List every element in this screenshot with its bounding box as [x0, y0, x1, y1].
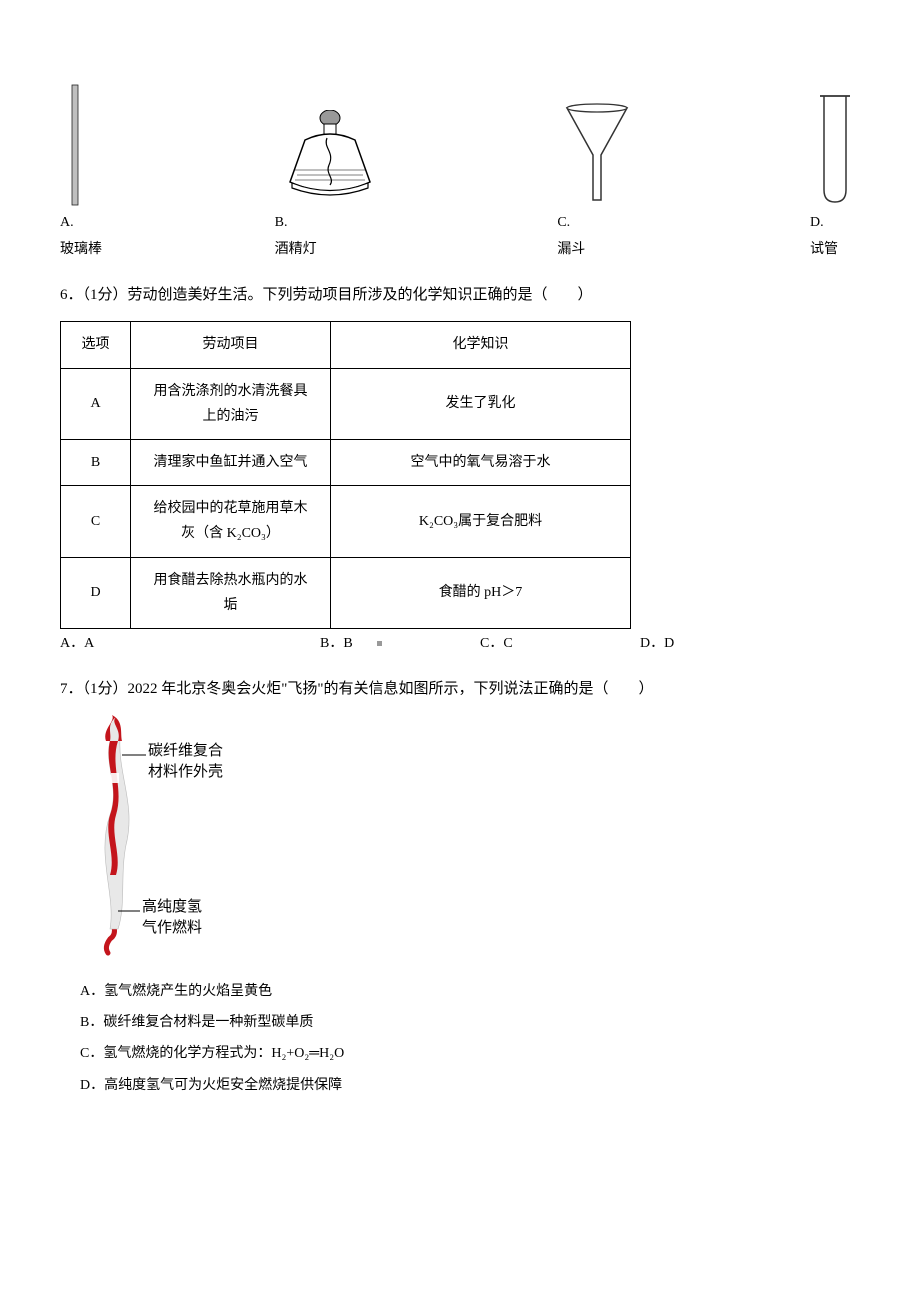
- glass-rod-icon: [60, 80, 90, 210]
- q6-r3-know: 食醋的 pH＞7: [331, 557, 631, 628]
- q7-opt-a: A．氢气燃烧产生的火焰呈黄色: [80, 979, 860, 1004]
- table-row: C 给校园中的花草施用草木灰（含 K₂CO₃） K₂CO₃属于复合肥料: [61, 486, 631, 557]
- q7-options: A．氢气燃烧产生的火焰呈黄色 B．碳纤维复合材料是一种新型碳单质 C．氢气燃烧的…: [60, 979, 860, 1098]
- q6-header-proj: 劳动项目: [131, 322, 331, 368]
- page-dot-icon: [377, 641, 382, 646]
- q6-answer-c: C．C: [480, 631, 640, 656]
- q7-stem: 7．（1分）2022 年北京冬奥会火炬"飞扬"的有关信息如图所示，下列说法正确的…: [60, 676, 860, 703]
- table-row: A 用含洗涤剂的水清洗餐具上的油污 发生了乳化: [61, 368, 631, 439]
- instrument-a: A. 玻璃棒: [60, 80, 102, 262]
- instrument-a-name: 玻璃棒: [60, 237, 102, 262]
- q6-r1-proj: 清理家中鱼缸并通入空气: [131, 439, 331, 485]
- alcohol-lamp-icon: [275, 110, 385, 210]
- q6-r0-proj: 用含洗涤剂的水清洗餐具上的油污: [131, 368, 331, 439]
- table-row: D 用食醋去除热水瓶内的水垢 食醋的 pH＞7: [61, 557, 631, 628]
- q6-table: 选项 劳动项目 化学知识 A 用含洗涤剂的水清洗餐具上的油污 发生了乳化 B 清…: [60, 321, 631, 629]
- q6-answer-a: A．A: [60, 631, 320, 656]
- instrument-c-name: 漏斗: [557, 237, 585, 262]
- q6-stem: 6．（1分）劳动创造美好生活。下列劳动项目所涉及的化学知识正确的是（ ）: [60, 282, 860, 309]
- torch-figure: 碳纤维复合 材料作外壳 高纯度氢 气作燃料: [60, 715, 260, 965]
- torch-annot-fuel-l2: 气作燃料: [142, 918, 202, 939]
- q6-r3-opt: D: [61, 557, 131, 628]
- instrument-b: B. 酒精灯: [275, 110, 385, 262]
- q6-r1-know: 空气中的氧气易溶于水: [331, 439, 631, 485]
- torch-annot-shell-l1: 碳纤维复合: [148, 741, 223, 762]
- torch-annot-shell: 碳纤维复合 材料作外壳: [148, 741, 223, 783]
- instrument-d-letter: D.: [810, 210, 824, 235]
- q6-answer-b: B．B: [320, 631, 480, 656]
- instrument-row: A. 玻璃棒 B. 酒精灯 C. 漏斗: [60, 80, 860, 262]
- q6-r2-know: K₂CO₃属于复合肥料: [331, 486, 631, 557]
- q6-answer-d: D．D: [640, 631, 740, 656]
- instrument-d-label: D.: [810, 210, 824, 235]
- q6-header-know: 化学知识: [331, 322, 631, 368]
- q6-r2-proj: 给校园中的花草施用草木灰（含 K₂CO₃）: [131, 486, 331, 557]
- instrument-a-label: A.: [60, 210, 74, 235]
- test-tube-icon: [810, 90, 860, 210]
- instrument-d-name: 试管: [810, 237, 838, 262]
- instrument-c: C. 漏斗: [557, 100, 637, 262]
- instrument-c-label: C.: [557, 210, 570, 235]
- torch-annot-shell-l2: 材料作外壳: [148, 762, 223, 783]
- table-row: B 清理家中鱼缸并通入空气 空气中的氧气易溶于水: [61, 439, 631, 485]
- instrument-b-name: 酒精灯: [275, 237, 317, 262]
- instrument-d: D. 试管: [810, 90, 860, 262]
- torch-annot-fuel: 高纯度氢 气作燃料: [142, 897, 202, 939]
- q7-opt-c: C．氢气燃烧的化学方程式为：H₂+O₂═H₂O: [80, 1041, 860, 1066]
- q7-opt-d: D．高纯度氢气可为火炬安全燃烧提供保障: [80, 1073, 860, 1098]
- q6-r2-opt: C: [61, 486, 131, 557]
- instrument-b-letter: B.: [275, 210, 288, 235]
- q6-r0-know: 发生了乳化: [331, 368, 631, 439]
- q7-opt-b: B．碳纤维复合材料是一种新型碳单质: [80, 1010, 860, 1035]
- funnel-icon: [557, 100, 637, 210]
- instrument-c-letter: C.: [557, 210, 570, 235]
- q6-r1-opt: B: [61, 439, 131, 485]
- torch-annot-fuel-l1: 高纯度氢: [142, 897, 202, 918]
- q6-answer-b-text: B．B: [320, 636, 353, 651]
- q6-r0-opt: A: [61, 368, 131, 439]
- q6-header-opt: 选项: [61, 322, 131, 368]
- q6-answers: A．A B．B C．C D．D: [60, 631, 860, 656]
- q6-r3-proj: 用食醋去除热水瓶内的水垢: [131, 557, 331, 628]
- instrument-b-label: B.: [275, 210, 288, 235]
- instrument-a-letter: A.: [60, 210, 74, 235]
